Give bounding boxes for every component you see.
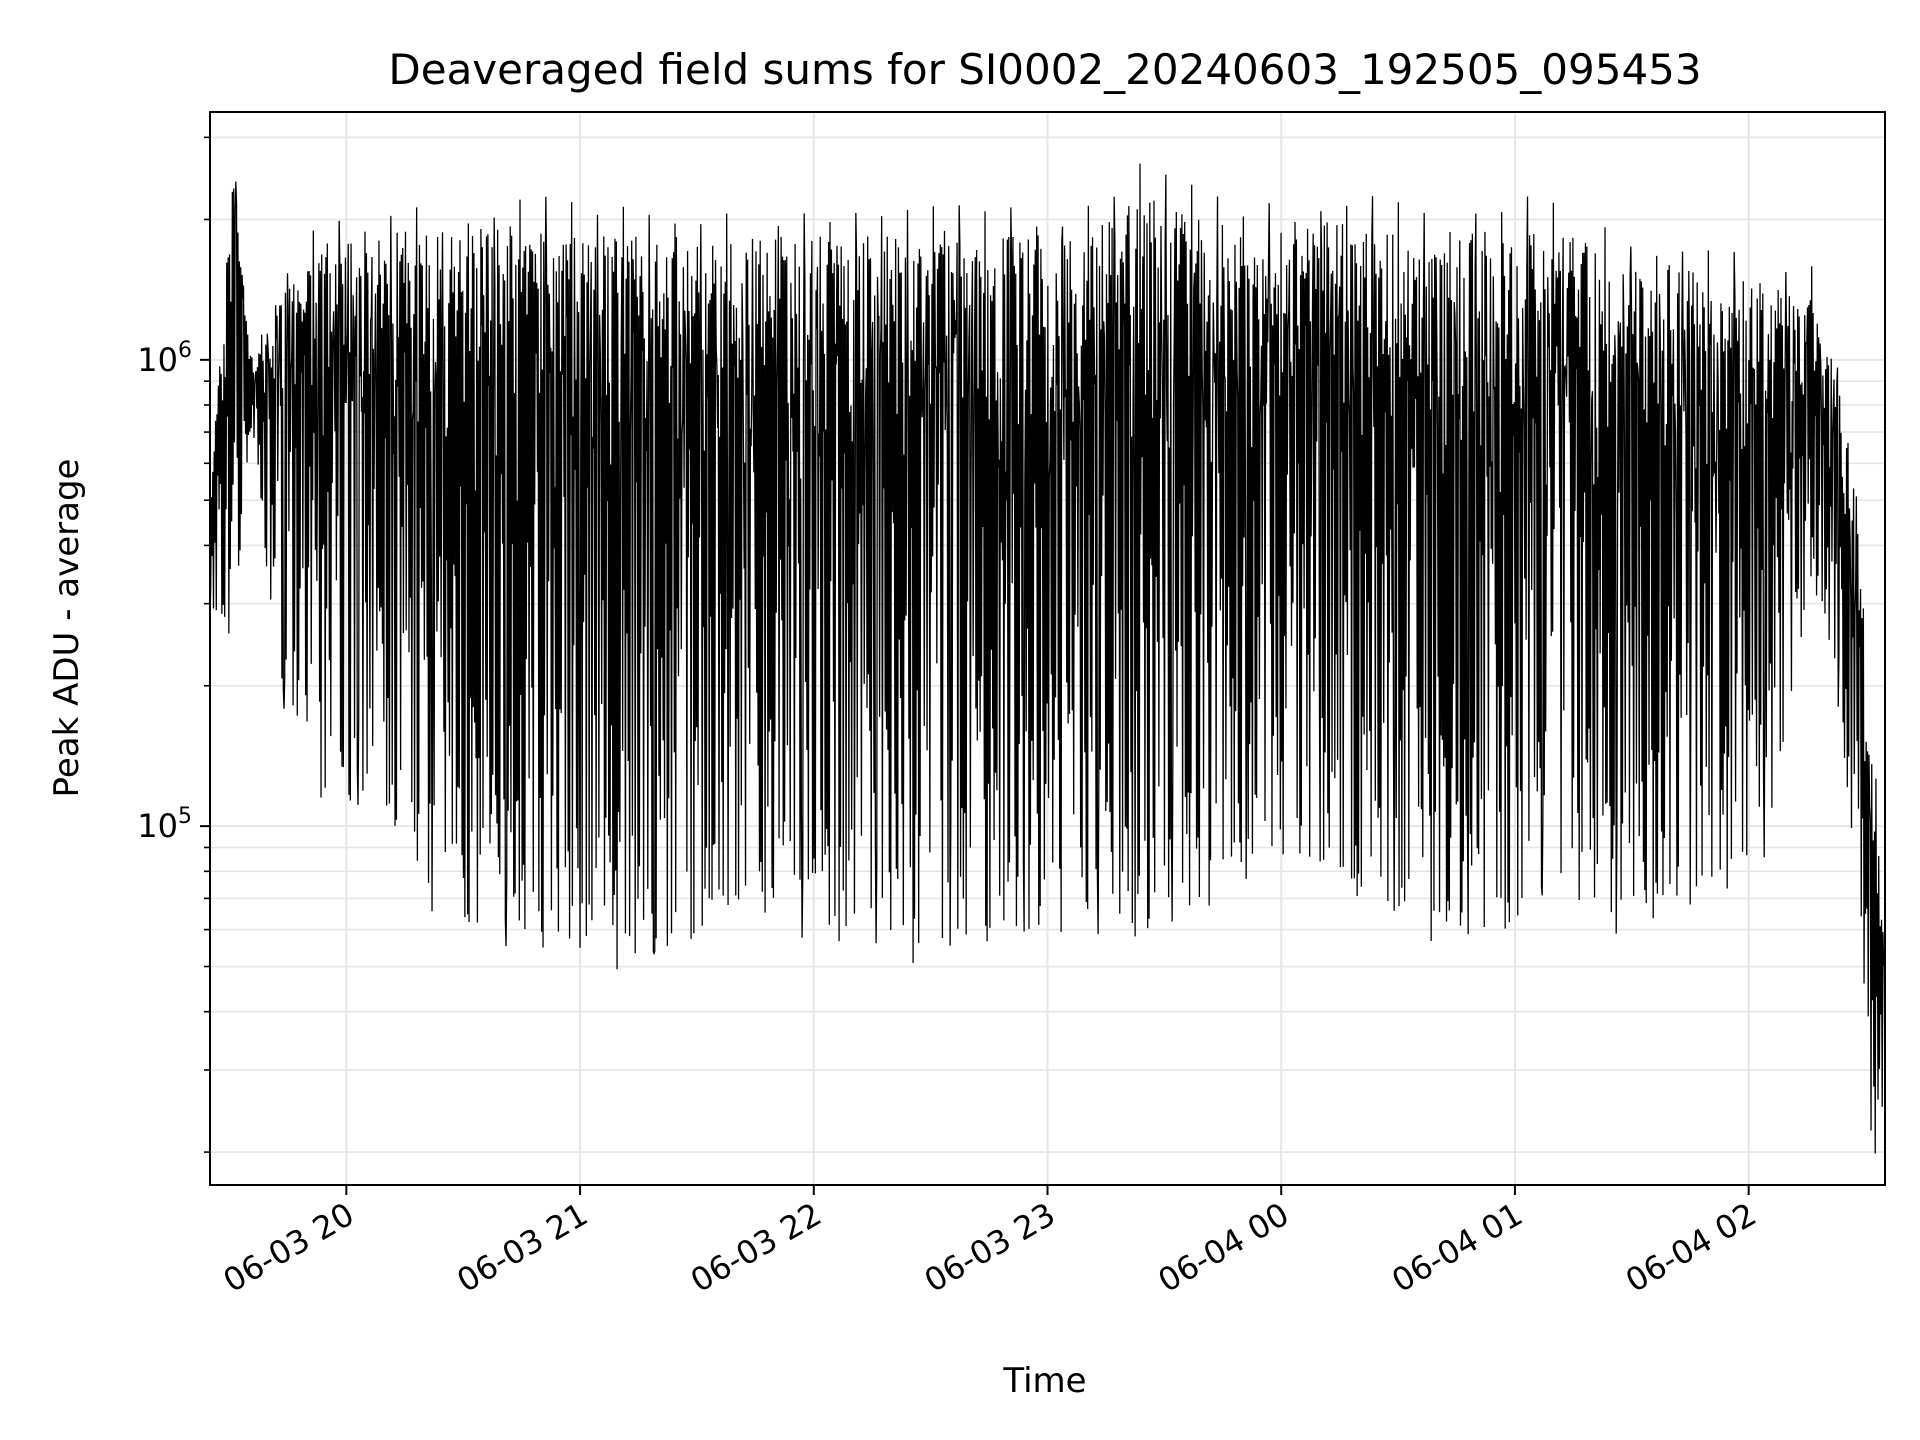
y-axis-label: Peak ADU - average: [47, 459, 87, 798]
ticks-layer: [200, 136, 1750, 1195]
y-tick-exponent: 6: [178, 338, 192, 363]
x-tick-label: 06-04 02: [1619, 1195, 1763, 1300]
x-axis-label: Time: [1002, 1361, 1086, 1401]
x-tick-label: 06-03 22: [684, 1195, 828, 1300]
x-tick-label: 06-03 23: [918, 1195, 1062, 1300]
x-tick-label: 06-03 20: [217, 1195, 361, 1300]
x-tick-label: 06-04 00: [1152, 1195, 1296, 1300]
y-tick-base: 10: [137, 341, 178, 379]
y-tick-label: 105: [137, 804, 192, 845]
y-tick-label: 106: [137, 338, 192, 379]
series-layer: [209, 163, 1886, 1154]
x-tick-label: 06-04 01: [1385, 1195, 1529, 1300]
y-tick-exponent: 5: [178, 804, 192, 829]
y-tick-base: 10: [137, 807, 178, 845]
series-line: [209, 163, 1886, 1154]
x-tick-label: 06-03 21: [450, 1195, 594, 1300]
chart-title: Deaveraged field sums for SI0002_2024060…: [388, 45, 1701, 94]
